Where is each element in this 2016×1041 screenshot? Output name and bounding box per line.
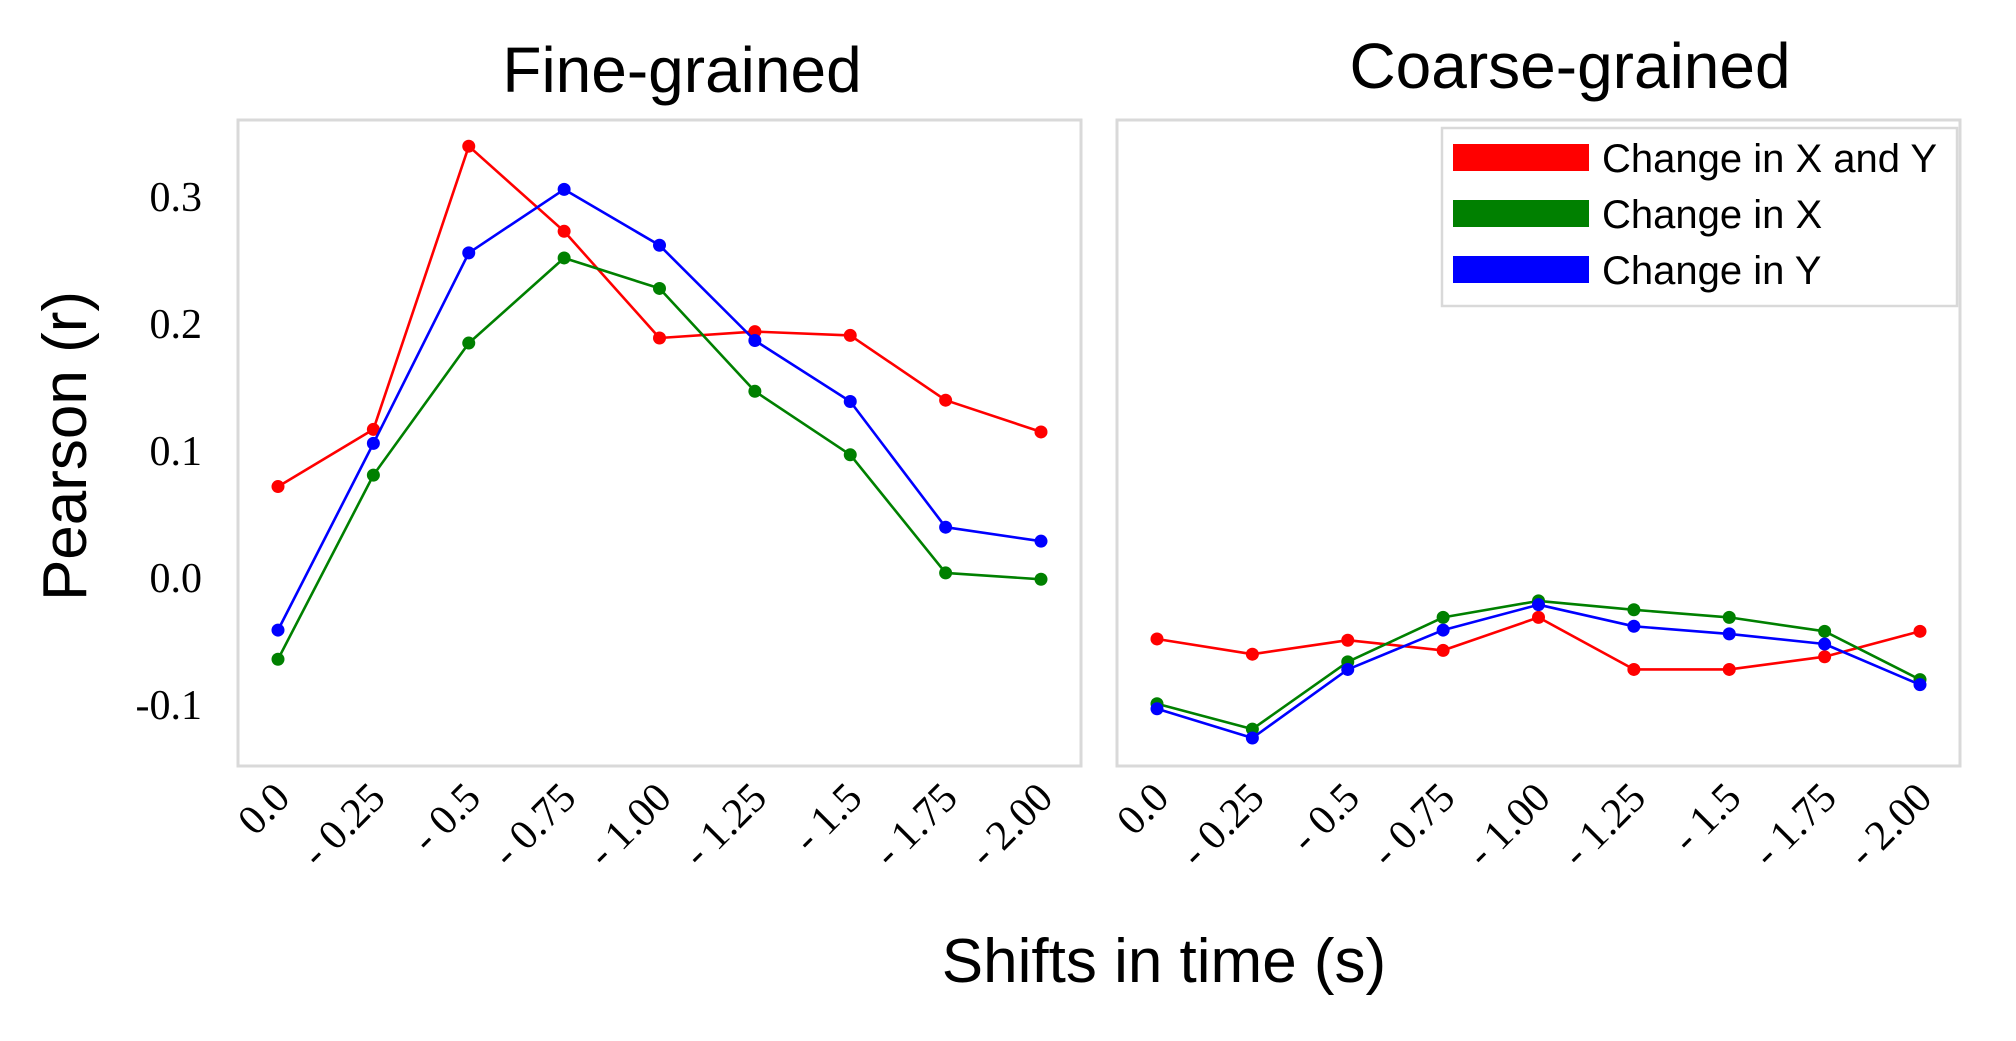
y-axis-label: Pearson (r) — [31, 291, 100, 601]
right-point-change-in-x-and-y — [1627, 662, 1641, 676]
right-point-change-in-y — [1722, 627, 1736, 641]
left-point-change-in-x-and-y — [653, 331, 666, 345]
y-tick-label: 0.2 — [150, 302, 203, 348]
right-plot-area — [1115, 118, 1962, 768]
right-point-change-in-y — [1436, 623, 1450, 637]
left-point-change-in-x-and-y — [939, 393, 953, 407]
left-point-change-in-x-and-y — [462, 139, 476, 153]
right-chart-title: Coarse-grained — [1349, 30, 1790, 102]
right-point-change-in-x-and-y — [1722, 662, 1736, 676]
left-point-change-in-x — [939, 566, 953, 580]
x-tick-label: - 1.00 — [1458, 775, 1560, 877]
legend-label-x: Change in X — [1602, 193, 1822, 237]
x-tick-label: - 1.25 — [1553, 775, 1655, 877]
x-tick-label: - 0.75 — [483, 775, 585, 877]
legend-swatch-x-and-y — [1453, 144, 1589, 171]
left-point-change-in-y — [271, 623, 285, 637]
left-point-change-in-y — [1034, 534, 1048, 548]
right-point-change-in-x-and-y — [1532, 610, 1545, 624]
x-tick-label: - 1.75 — [865, 775, 967, 877]
right-point-change-in-y — [1341, 662, 1355, 676]
left-point-change-in-x-and-y — [748, 325, 762, 339]
right-point-change-in-x-and-y — [1913, 624, 1927, 638]
left-point-change-in-y — [748, 334, 762, 348]
left-chart-title: Fine-grained — [502, 34, 861, 106]
left-x-tick-labels: 0.0- 0.25- 0.5- 0.75- 1.00- 1.25- 1.5- 1… — [229, 775, 1062, 877]
x-tick-label: 0.0 — [1108, 775, 1178, 845]
x-tick-label: - 0.75 — [1362, 775, 1464, 877]
left-point-change-in-x-and-y — [843, 328, 857, 342]
x-tick-label: - 1.5 — [1663, 775, 1750, 862]
x-tick-label: - 1.00 — [579, 775, 681, 877]
right-point-change-in-x-and-y — [1436, 643, 1450, 657]
left-point-change-in-x — [557, 251, 571, 265]
left-point-change-in-y — [939, 520, 953, 534]
left-point-change-in-x — [366, 468, 380, 482]
left-point-change-in-x-and-y — [1034, 425, 1048, 439]
right-point-change-in-x-and-y — [1818, 650, 1832, 664]
legend-swatch-y — [1453, 256, 1589, 283]
left-point-change-in-y — [653, 238, 666, 252]
left-point-change-in-x — [462, 336, 476, 350]
right-point-change-in-x — [1245, 722, 1259, 736]
y-tick-label: 0.1 — [150, 429, 203, 475]
x-tick-label: - 1.5 — [784, 775, 871, 862]
right-point-change-in-y — [1818, 637, 1832, 651]
right-point-change-in-x — [1627, 603, 1641, 617]
left-point-change-in-x — [1034, 572, 1048, 586]
right-point-change-in-y — [1150, 702, 1164, 716]
x-tick-label: - 0.5 — [1282, 775, 1369, 862]
left-point-change-in-x-and-y — [271, 480, 285, 494]
right-point-change-in-x-and-y — [1341, 633, 1355, 647]
left-series-line-change-in-x-and-y — [277, 144, 1042, 488]
right-point-change-in-y — [1627, 619, 1641, 633]
y-tick-label: 0.0 — [150, 556, 203, 602]
right-point-change-in-x-and-y — [1150, 632, 1164, 646]
left-point-change-in-y — [843, 394, 857, 408]
y-tick-label: 0.3 — [150, 175, 203, 221]
x-tick-label: 0.0 — [229, 775, 299, 845]
right-x-tick-labels: 0.0- 0.25- 0.5- 0.75- 1.00- 1.25- 1.5- 1… — [1108, 775, 1941, 877]
left-point-change-in-x — [748, 384, 762, 398]
left-point-change-in-x — [271, 652, 285, 666]
right-point-change-in-x-and-y — [1245, 647, 1259, 661]
left-point-change-in-x-and-y — [557, 224, 571, 238]
left-series-line-change-in-y — [276, 188, 1042, 631]
x-tick-label: - 1.75 — [1744, 775, 1846, 877]
x-tick-label: - 2.00 — [960, 775, 1062, 877]
left-point-change-in-y — [462, 246, 476, 260]
right-point-change-in-y — [1532, 598, 1545, 612]
x-tick-label: - 1.25 — [674, 775, 776, 877]
right-point-change-in-x — [1436, 610, 1450, 624]
left-series-line-change-in-x — [276, 256, 1042, 660]
x-axis-label: Shifts in time (s) — [942, 927, 1386, 996]
right-series-line-change-in-y — [1156, 603, 1921, 740]
x-tick-label: - 0.25 — [1172, 775, 1274, 877]
legend-label-x-and-y: Change in X and Y — [1602, 137, 1937, 181]
right-point-change-in-y — [1245, 731, 1259, 745]
x-tick-label: - 0.25 — [293, 775, 395, 877]
left-point-change-in-y — [366, 436, 380, 450]
left-point-change-in-x-and-y — [366, 422, 380, 436]
left-series-group — [271, 139, 1048, 666]
legend-swatch-x — [1453, 200, 1589, 227]
left-point-change-in-x — [653, 281, 666, 295]
x-tick-label: - 0.5 — [403, 775, 490, 862]
left-plot-area — [236, 118, 1083, 768]
right-point-change-in-x — [1818, 624, 1832, 638]
left-point-change-in-x — [843, 448, 857, 462]
right-series-line-change-in-x-and-y — [1156, 616, 1921, 671]
right-point-change-in-y — [1913, 678, 1927, 692]
left-point-change-in-y — [557, 182, 571, 196]
legend-label-y: Change in Y — [1602, 249, 1821, 293]
y-tick-label: -0.1 — [136, 683, 203, 729]
right-point-change-in-x — [1722, 610, 1736, 624]
legend: Change in X and Y Change in X Change in … — [1440, 126, 1959, 308]
right-series-group — [1150, 594, 1927, 745]
y-tick-labels: 0.3 0.2 0.1 0.0 -0.1 — [136, 175, 203, 729]
x-tick-label: - 2.00 — [1839, 775, 1941, 877]
